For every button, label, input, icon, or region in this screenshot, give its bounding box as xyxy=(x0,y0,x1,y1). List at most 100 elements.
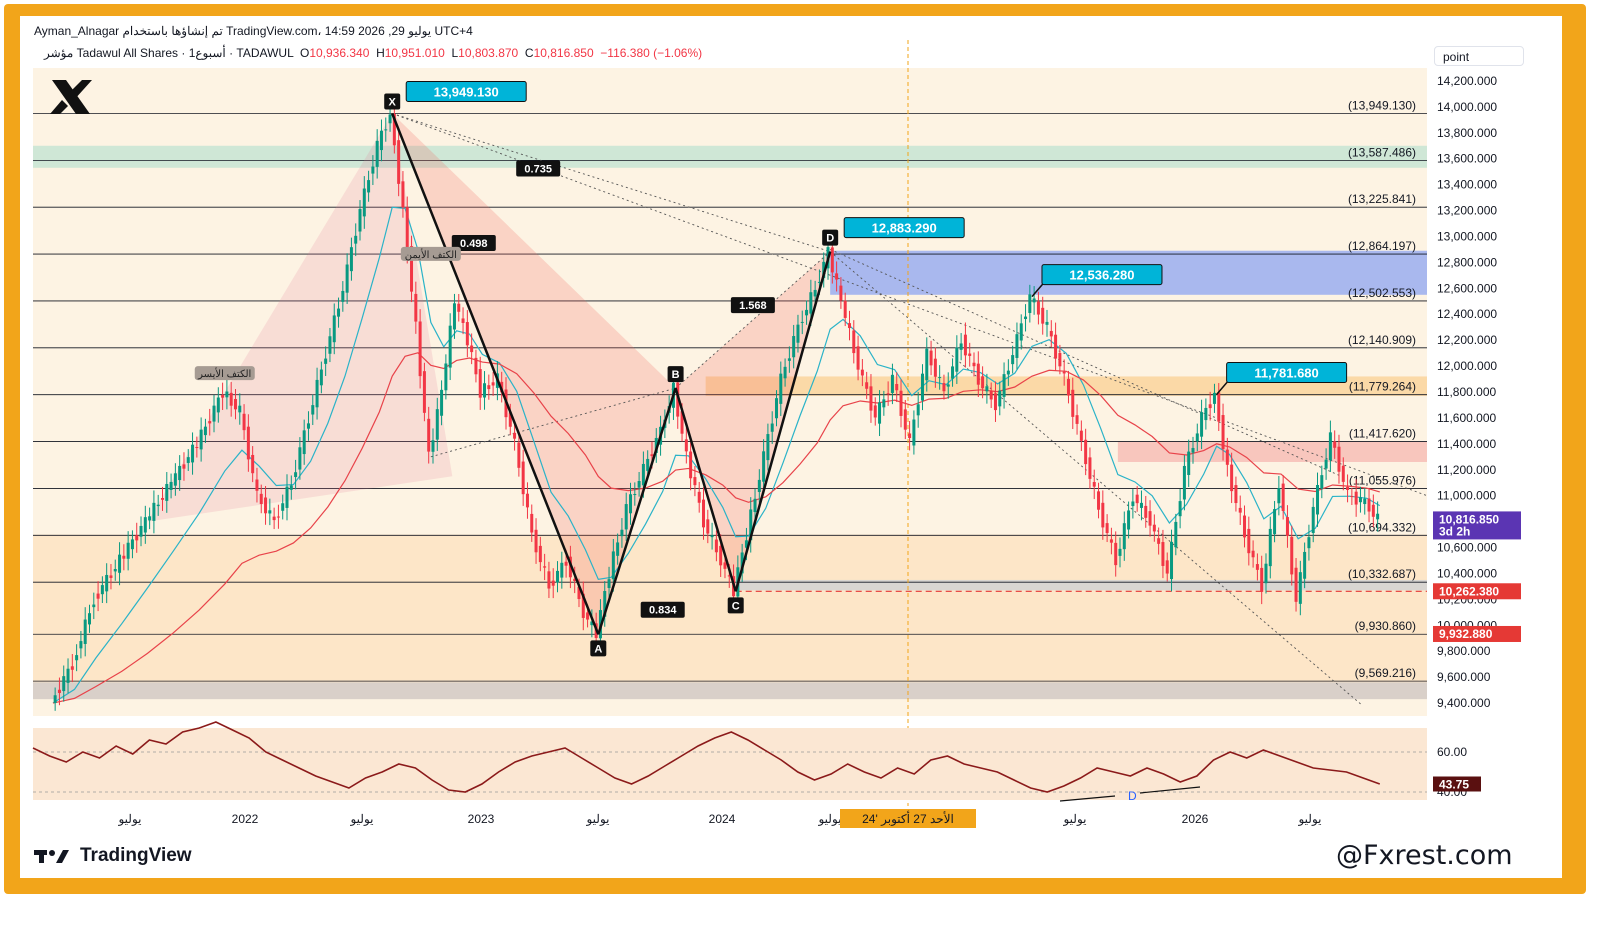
candle-body xyxy=(465,322,469,346)
candle-body xyxy=(654,437,658,453)
candle-body xyxy=(770,423,774,432)
candle-body xyxy=(311,405,315,415)
candle-body xyxy=(1118,548,1122,556)
candle-body xyxy=(817,281,821,283)
candle-body xyxy=(835,273,839,280)
x-logo-icon xyxy=(50,80,92,114)
candle-body xyxy=(547,571,551,589)
candle-body xyxy=(246,426,250,460)
candle-body xyxy=(1041,307,1045,324)
price-axis-tick: 11,800.000 xyxy=(1437,385,1496,399)
candle-body xyxy=(822,261,826,279)
pattern-point-label: C xyxy=(732,600,740,612)
candle-body xyxy=(173,473,177,486)
candle-body xyxy=(951,366,955,379)
candle-body xyxy=(830,247,834,273)
tradingview-brand[interactable]: TradingView xyxy=(34,845,192,867)
candle-body xyxy=(1139,502,1143,508)
price-axis-tick: 9,400.000 xyxy=(1437,696,1491,710)
candle-body xyxy=(783,366,787,379)
candle-body xyxy=(890,374,894,393)
candle-body xyxy=(457,303,461,312)
candle-body xyxy=(1148,511,1152,526)
candle-body xyxy=(650,454,654,457)
candle-body xyxy=(371,166,375,174)
candle-body xyxy=(1234,485,1238,504)
level-label: (13,949.130) xyxy=(1348,98,1416,112)
candle-body xyxy=(972,362,976,367)
candle-body xyxy=(1320,475,1324,489)
price-callout-label: 12,883.290 xyxy=(872,221,937,236)
price-callout xyxy=(1041,264,1163,286)
candle-body xyxy=(79,641,83,649)
candle-body xyxy=(538,545,542,563)
candle-body xyxy=(899,390,903,416)
candle-body xyxy=(225,391,229,398)
candle-body xyxy=(680,411,684,434)
ema-fast-line xyxy=(52,206,1381,704)
candle-body xyxy=(435,409,439,440)
level-label: (10,332.687) xyxy=(1348,567,1416,581)
time-axis-tick: يوليو xyxy=(585,812,609,826)
level-label: (9,569.216) xyxy=(1355,666,1416,680)
candle-body xyxy=(968,353,972,356)
pattern-point-label: B xyxy=(672,369,680,381)
ema-slow-line xyxy=(52,352,1380,704)
candle-body xyxy=(238,405,242,413)
pattern-point-d xyxy=(822,229,839,246)
support-price-tag-text: 10,262.380 xyxy=(1439,584,1499,598)
candle-body xyxy=(543,566,547,568)
candle-body xyxy=(1316,484,1320,515)
price-axis-tick: 9,600.000 xyxy=(1437,670,1491,684)
candle-body xyxy=(620,529,624,537)
support-price-tag xyxy=(1433,583,1521,600)
time-axis-tick: يوليو xyxy=(117,812,141,826)
level-label: (11,417.620) xyxy=(1349,427,1416,441)
candle-body xyxy=(1092,482,1096,487)
candle-body xyxy=(796,324,800,343)
channel-line xyxy=(675,251,831,389)
candle-body xyxy=(1135,494,1139,504)
candle-body xyxy=(976,363,980,385)
candle-body xyxy=(933,358,937,377)
time-axis-tick: يوليو xyxy=(817,812,841,826)
rsi-value-text: 43.75 xyxy=(1439,778,1469,792)
candle-body xyxy=(152,502,156,521)
candle-body xyxy=(379,130,383,151)
level-label: (12,864.197) xyxy=(1348,239,1416,253)
pattern-text: الكتف الأيسر xyxy=(197,368,251,380)
candle-body xyxy=(1084,439,1088,465)
candle-body xyxy=(1174,521,1178,548)
candle-body xyxy=(856,346,860,370)
candle-body xyxy=(792,336,796,358)
price-axis-tick: 13,200.000 xyxy=(1437,204,1497,218)
candle-body xyxy=(839,285,843,301)
level-label: (9,930.860) xyxy=(1355,619,1416,633)
candle-body xyxy=(165,483,169,501)
candle-body xyxy=(375,140,379,167)
price-unit-selector[interactable]: point xyxy=(1434,46,1524,66)
symbol-name: مؤشر Tadawul All Shares · 1أسبوع · TADAW… xyxy=(44,46,294,60)
candle-body xyxy=(349,247,353,272)
rsi-divergence-line xyxy=(1139,786,1201,794)
candle-body xyxy=(955,347,959,372)
price-axis-tick: 11,400.000 xyxy=(1437,437,1496,451)
candle-body xyxy=(57,689,61,694)
candle-body xyxy=(847,323,851,329)
rsi-divergence-line xyxy=(1059,795,1116,802)
price-axis-tick: 9,800.000 xyxy=(1437,644,1491,658)
red-zone xyxy=(1117,441,1427,462)
candle-body xyxy=(916,404,920,416)
rsi-divergence-label: D xyxy=(1128,789,1137,803)
candle-body xyxy=(1230,464,1234,492)
candle-body xyxy=(1371,504,1375,517)
price-callout-label: 11,781.680 xyxy=(1254,365,1318,380)
ratio-badge xyxy=(640,601,685,618)
candle-body xyxy=(1311,506,1315,534)
candle-body xyxy=(774,398,778,419)
candle-body xyxy=(1161,542,1165,566)
candle-body xyxy=(1273,509,1277,535)
candle-body xyxy=(410,246,414,292)
candle-body xyxy=(1264,563,1268,584)
